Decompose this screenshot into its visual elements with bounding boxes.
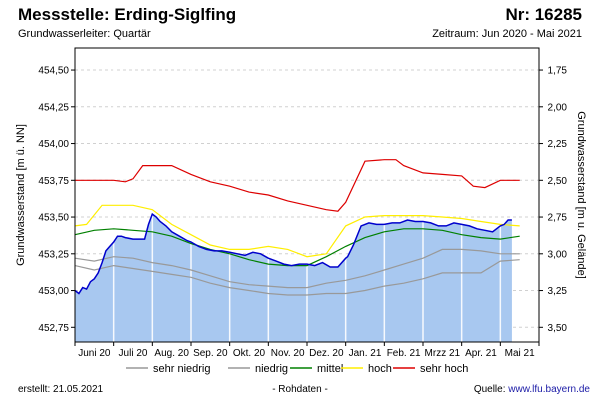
source-info: Quelle: www.lfu.bayern.de — [474, 384, 590, 395]
y-tick-label: 453,50 — [38, 213, 69, 224]
x-tick-label: Mai 21 — [505, 348, 535, 359]
y-tick-label: 454,00 — [38, 139, 69, 150]
y-tick-label: 453,00 — [38, 286, 69, 297]
source-label: Quelle: — [473, 384, 506, 395]
created-info: erstellt: 21.05.2021 — [18, 384, 103, 395]
x-tick-label: Mrzz 21 — [425, 348, 461, 359]
y-tick-label: 454,25 — [38, 102, 69, 113]
y-tick-label: 453,25 — [38, 249, 69, 260]
station-title: Messstelle: Erding-Siglfing — [18, 5, 237, 24]
y2-tick-label: 2,00 — [548, 102, 568, 113]
series-line-mittel — [74, 228, 520, 267]
created-date: 21.05.2021 — [53, 384, 104, 395]
x-tick-label: Feb. 21 — [387, 348, 421, 359]
x-tick-label: Juni 20 — [78, 348, 111, 359]
series-line-sehr-hoch — [75, 159, 520, 212]
source-link[interactable]: www.lfu.bayern.de — [508, 384, 590, 395]
x-tick-label: Okt. 20 — [233, 348, 266, 359]
legend-label: sehr hoch — [420, 363, 468, 375]
aquifer-label: Grundwasserleiter: Quartär — [18, 28, 151, 40]
legend-label: mittel — [317, 363, 343, 375]
y2-tick-label: 2,25 — [548, 139, 568, 150]
y-tick-label: 453,75 — [38, 176, 69, 187]
y2-tick-label: 3,25 — [548, 286, 568, 297]
y2-tick-label: 2,75 — [548, 213, 568, 224]
series-line-hoch — [74, 204, 520, 258]
x-tick-label: Sep. 20 — [193, 348, 228, 359]
measured-area — [75, 214, 512, 342]
legend-label: hoch — [368, 363, 392, 375]
series-line-niedrig — [74, 248, 520, 289]
legend-label: sehr niedrig — [153, 363, 210, 375]
y2-tick-label: 3,50 — [548, 323, 568, 334]
series-line-sehr-niedrig — [74, 259, 520, 296]
legend-label: niedrig — [255, 363, 288, 375]
measured-line — [74, 212, 512, 295]
x-tick-label: Juli 20 — [119, 348, 148, 359]
y-tick-label: 452,75 — [38, 323, 69, 334]
y2-axis-label: Grundwasserstand [m u. Gelände] — [575, 111, 587, 279]
x-tick-label: Dez. 20 — [309, 348, 344, 359]
y-tick-label: 454,50 — [38, 66, 69, 77]
x-tick-label: Aug. 20 — [154, 348, 189, 359]
x-tick-label: Nov. 20 — [271, 348, 305, 359]
raw-data-note: - Rohdaten - — [272, 384, 328, 395]
y-axis-label: Grundwasserstand [m ü. NN] — [15, 124, 27, 266]
y2-tick-label: 2,50 — [548, 176, 568, 187]
station-number: Nr: 16285 — [505, 5, 582, 24]
created-label: erstellt: — [18, 384, 51, 395]
plot-area: 454,50 454,25 454,00 453,75 453,50 453,25 453,… — [15, 47, 587, 375]
x-tick-label: Jan. 21 — [349, 348, 382, 359]
y2-tick-label: 3,00 — [548, 249, 568, 260]
period-label: Zeitraum: Jun 2020 - Mai 2021 — [432, 28, 582, 40]
y2-tick-label: 1,75 — [548, 66, 568, 77]
x-tick-label: Apr. 21 — [465, 348, 497, 359]
